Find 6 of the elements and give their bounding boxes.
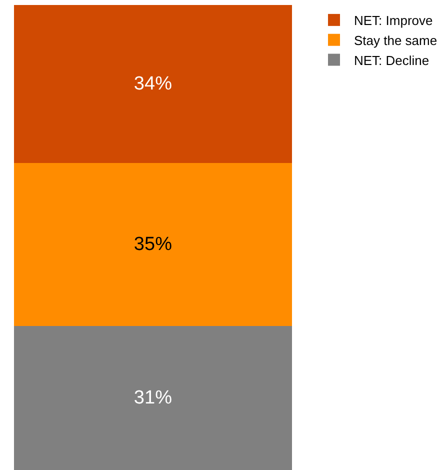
- legend-label: NET: Decline: [354, 52, 430, 68]
- data-label: 31%: [134, 388, 172, 408]
- data-label: 34%: [134, 74, 172, 94]
- legend-label: NET: Improve: [354, 13, 433, 28]
- legend-label: Stay the same: [354, 32, 438, 48]
- data-label: 35%: [134, 234, 172, 255]
